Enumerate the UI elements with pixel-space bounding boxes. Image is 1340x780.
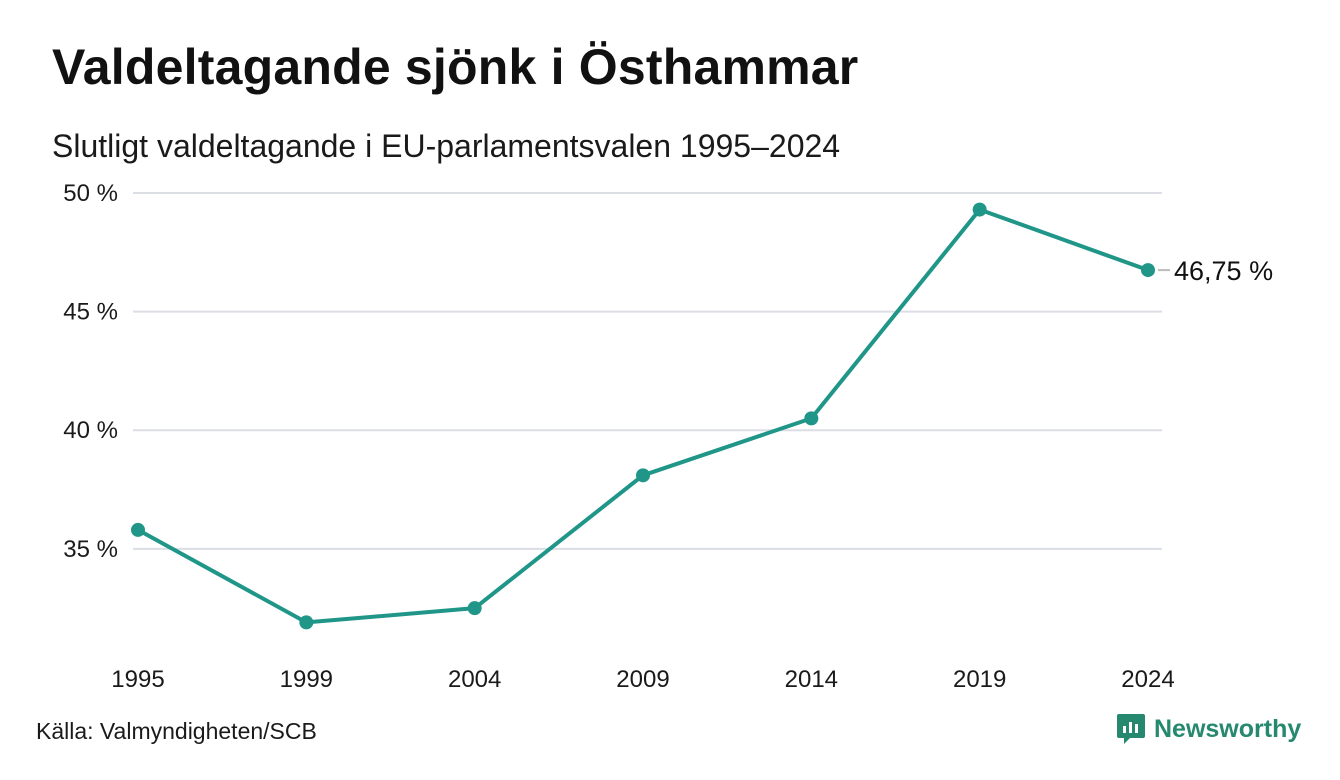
y-tick-label: 50 % [63,180,118,207]
x-tick-label: 1995 [111,666,164,693]
source-note: Källa: Valmyndigheten/SCB [36,718,317,744]
data-point [972,202,987,217]
chart-title: Valdeltagande sjönk i Östhammar [52,39,859,95]
x-tick-label: 2019 [953,666,1006,693]
data-point [804,411,819,426]
brand-name: Newsworthy [1154,714,1302,743]
x-tick-label: 2004 [448,666,501,693]
data-point [131,522,145,537]
y-tick-label: 45 % [63,299,118,326]
end-value-label: 46,75 % [1174,256,1273,286]
brand-logo[interactable]: Newsworthy [1116,712,1301,746]
x-tick-label: 2024 [1121,666,1174,693]
data-point [1141,263,1155,278]
data-point [299,615,314,630]
y-tick-label: 35 % [63,536,118,563]
x-tick-label: 1999 [280,666,333,693]
chart-subtitle: Slutligt valdeltagande i EU-parlamentsva… [52,128,841,164]
data-point [636,468,650,483]
x-tick-label: 2014 [785,666,838,693]
series-line [136,207,1150,625]
data-point [467,601,482,616]
newsworthy-logo-icon [1117,714,1145,744]
x-tick-label: 2009 [616,666,669,693]
y-tick-label: 40 % [63,417,118,444]
